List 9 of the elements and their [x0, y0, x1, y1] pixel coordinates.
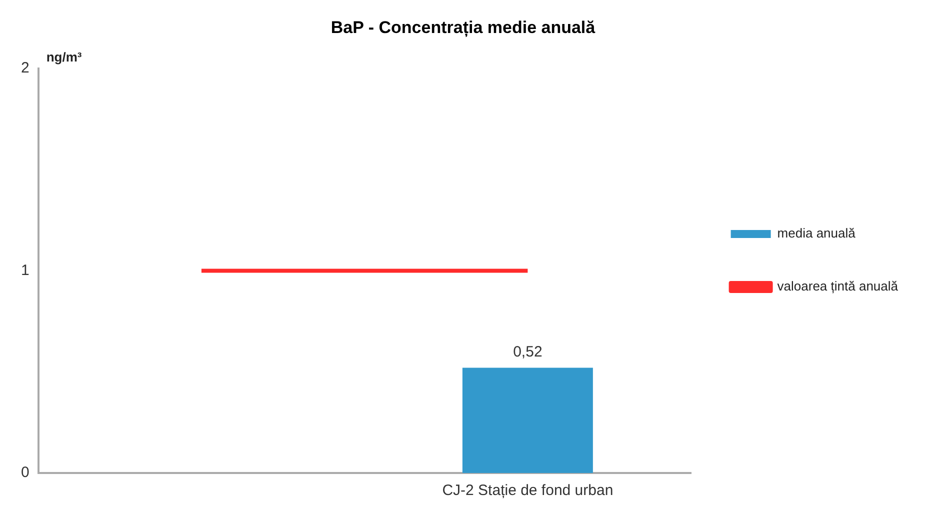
chart-title: BaP - Concentrația medie anuală [330, 18, 596, 37]
y-axis-title: ng/m³ [46, 49, 82, 64]
y-tick-label: 2 [21, 60, 30, 77]
x-tick-label: CJ-2 Stație de fond urban [442, 482, 614, 500]
legend-label: media anuală [777, 226, 856, 241]
data-label: 0,52 [513, 343, 542, 360]
y-tick-label: 0 [21, 464, 30, 482]
legend-label: valoarea țintă anuală [777, 278, 899, 294]
y-tick-label: 1 [21, 262, 30, 279]
